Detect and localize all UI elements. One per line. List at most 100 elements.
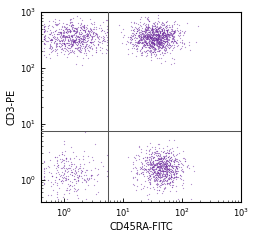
Point	[167, 183, 172, 186]
Point	[90, 173, 94, 177]
Point	[161, 37, 165, 40]
Point	[75, 27, 79, 31]
Point	[183, 158, 187, 161]
Point	[166, 163, 170, 167]
Point	[63, 44, 67, 48]
Point	[94, 27, 98, 30]
Point	[144, 32, 148, 36]
Point	[66, 29, 70, 33]
Point	[55, 42, 59, 45]
Point	[77, 173, 81, 177]
Point	[157, 175, 161, 179]
Point	[67, 29, 71, 33]
Point	[169, 164, 173, 168]
Point	[142, 33, 146, 37]
Point	[161, 158, 165, 161]
Point	[165, 36, 169, 40]
Point	[154, 32, 158, 36]
Point	[168, 162, 172, 166]
Point	[59, 174, 63, 177]
Point	[172, 34, 176, 38]
Point	[80, 27, 84, 31]
Point	[163, 37, 167, 41]
Point	[155, 29, 159, 33]
Point	[137, 35, 141, 38]
Point	[56, 170, 60, 174]
Point	[78, 28, 82, 32]
Point	[68, 18, 72, 22]
Point	[154, 36, 158, 40]
Point	[88, 27, 92, 31]
Point	[143, 37, 147, 40]
Point	[82, 26, 86, 30]
Point	[169, 175, 173, 179]
Point	[168, 189, 172, 193]
Point	[163, 173, 167, 176]
Point	[157, 172, 161, 176]
Point	[48, 42, 52, 46]
Point	[67, 43, 71, 47]
Point	[73, 166, 78, 170]
Point	[149, 40, 153, 43]
Point	[164, 159, 168, 163]
Point	[85, 42, 89, 46]
Point	[60, 39, 64, 43]
Point	[169, 175, 173, 179]
Point	[151, 161, 155, 165]
Point	[59, 33, 63, 37]
Point	[148, 30, 152, 33]
Point	[155, 37, 159, 41]
Point	[170, 27, 174, 31]
Point	[156, 43, 161, 47]
Point	[76, 36, 80, 39]
Point	[159, 41, 163, 44]
Point	[145, 36, 149, 40]
Point	[86, 29, 90, 33]
Point	[150, 38, 154, 42]
Point	[64, 156, 68, 160]
Point	[163, 167, 167, 171]
Point	[144, 28, 148, 32]
Point	[160, 168, 164, 172]
Point	[73, 46, 77, 49]
Point	[147, 175, 151, 179]
Point	[66, 27, 70, 31]
Point	[152, 27, 156, 31]
Point	[179, 38, 184, 42]
Point	[135, 178, 139, 182]
Point	[74, 42, 78, 46]
Point	[166, 163, 170, 167]
Point	[152, 187, 156, 191]
Point	[161, 21, 165, 24]
Point	[138, 38, 143, 41]
Point	[155, 30, 159, 34]
Point	[151, 29, 155, 33]
Point	[145, 42, 149, 46]
Point	[161, 158, 165, 161]
Point	[174, 165, 178, 169]
Point	[147, 158, 151, 161]
Point	[141, 41, 145, 45]
Point	[146, 167, 150, 171]
Point	[149, 161, 153, 165]
Point	[166, 167, 170, 171]
Point	[162, 172, 166, 176]
Point	[159, 175, 163, 179]
Point	[62, 43, 67, 46]
Point	[173, 175, 177, 179]
Point	[172, 22, 176, 26]
Point	[151, 33, 155, 37]
Point	[161, 178, 165, 182]
Point	[55, 23, 59, 27]
Point	[49, 40, 53, 44]
Point	[83, 40, 87, 44]
Point	[87, 30, 91, 34]
Point	[141, 156, 145, 159]
Point	[135, 29, 139, 33]
Point	[88, 46, 92, 49]
Point	[163, 174, 167, 178]
Point	[53, 47, 57, 50]
Point	[150, 165, 154, 169]
Point	[71, 40, 76, 44]
Point	[71, 42, 75, 46]
